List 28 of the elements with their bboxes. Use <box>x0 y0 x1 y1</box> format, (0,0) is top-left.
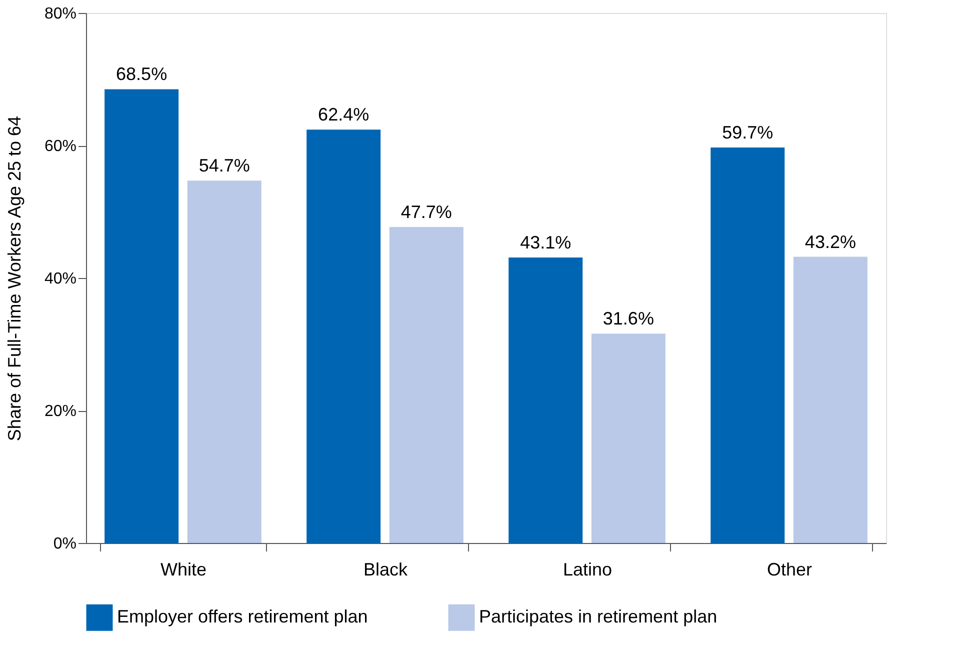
x-tick-label: Latino <box>562 560 612 580</box>
y-tick-label: 60% <box>44 138 76 155</box>
bar <box>508 257 583 543</box>
data-label: 31.6% <box>602 308 654 329</box>
data-label: 59.7% <box>722 122 774 142</box>
data-label: 47.7% <box>400 202 452 222</box>
bar <box>389 226 464 543</box>
x-tick-label: Other <box>767 560 812 580</box>
data-label: 62.4% <box>318 104 370 125</box>
y-tick-label: 80% <box>44 6 76 22</box>
y-tick-label: 40% <box>44 270 76 288</box>
bar <box>710 147 785 543</box>
x-tick-label: Black <box>363 560 408 580</box>
legend-label: Participates in retirement plan <box>479 606 718 627</box>
bar <box>793 256 868 543</box>
data-label: 43.2% <box>804 232 856 252</box>
data-label: 68.5% <box>116 64 168 84</box>
x-tick-label: White <box>160 560 206 580</box>
y-axis-title: Share of Full-Time Workers Age 25 to 64 <box>4 116 24 442</box>
bar <box>306 130 381 543</box>
data-label: 54.7% <box>198 156 250 176</box>
bar <box>187 180 262 543</box>
y-tick-label: 20% <box>44 403 76 420</box>
legend-label: Employer offers retirement plan <box>117 606 368 627</box>
bar <box>591 334 666 543</box>
bar <box>104 89 179 543</box>
data-label: 43.1% <box>520 232 572 252</box>
y-tick-label: 0% <box>53 536 76 552</box>
